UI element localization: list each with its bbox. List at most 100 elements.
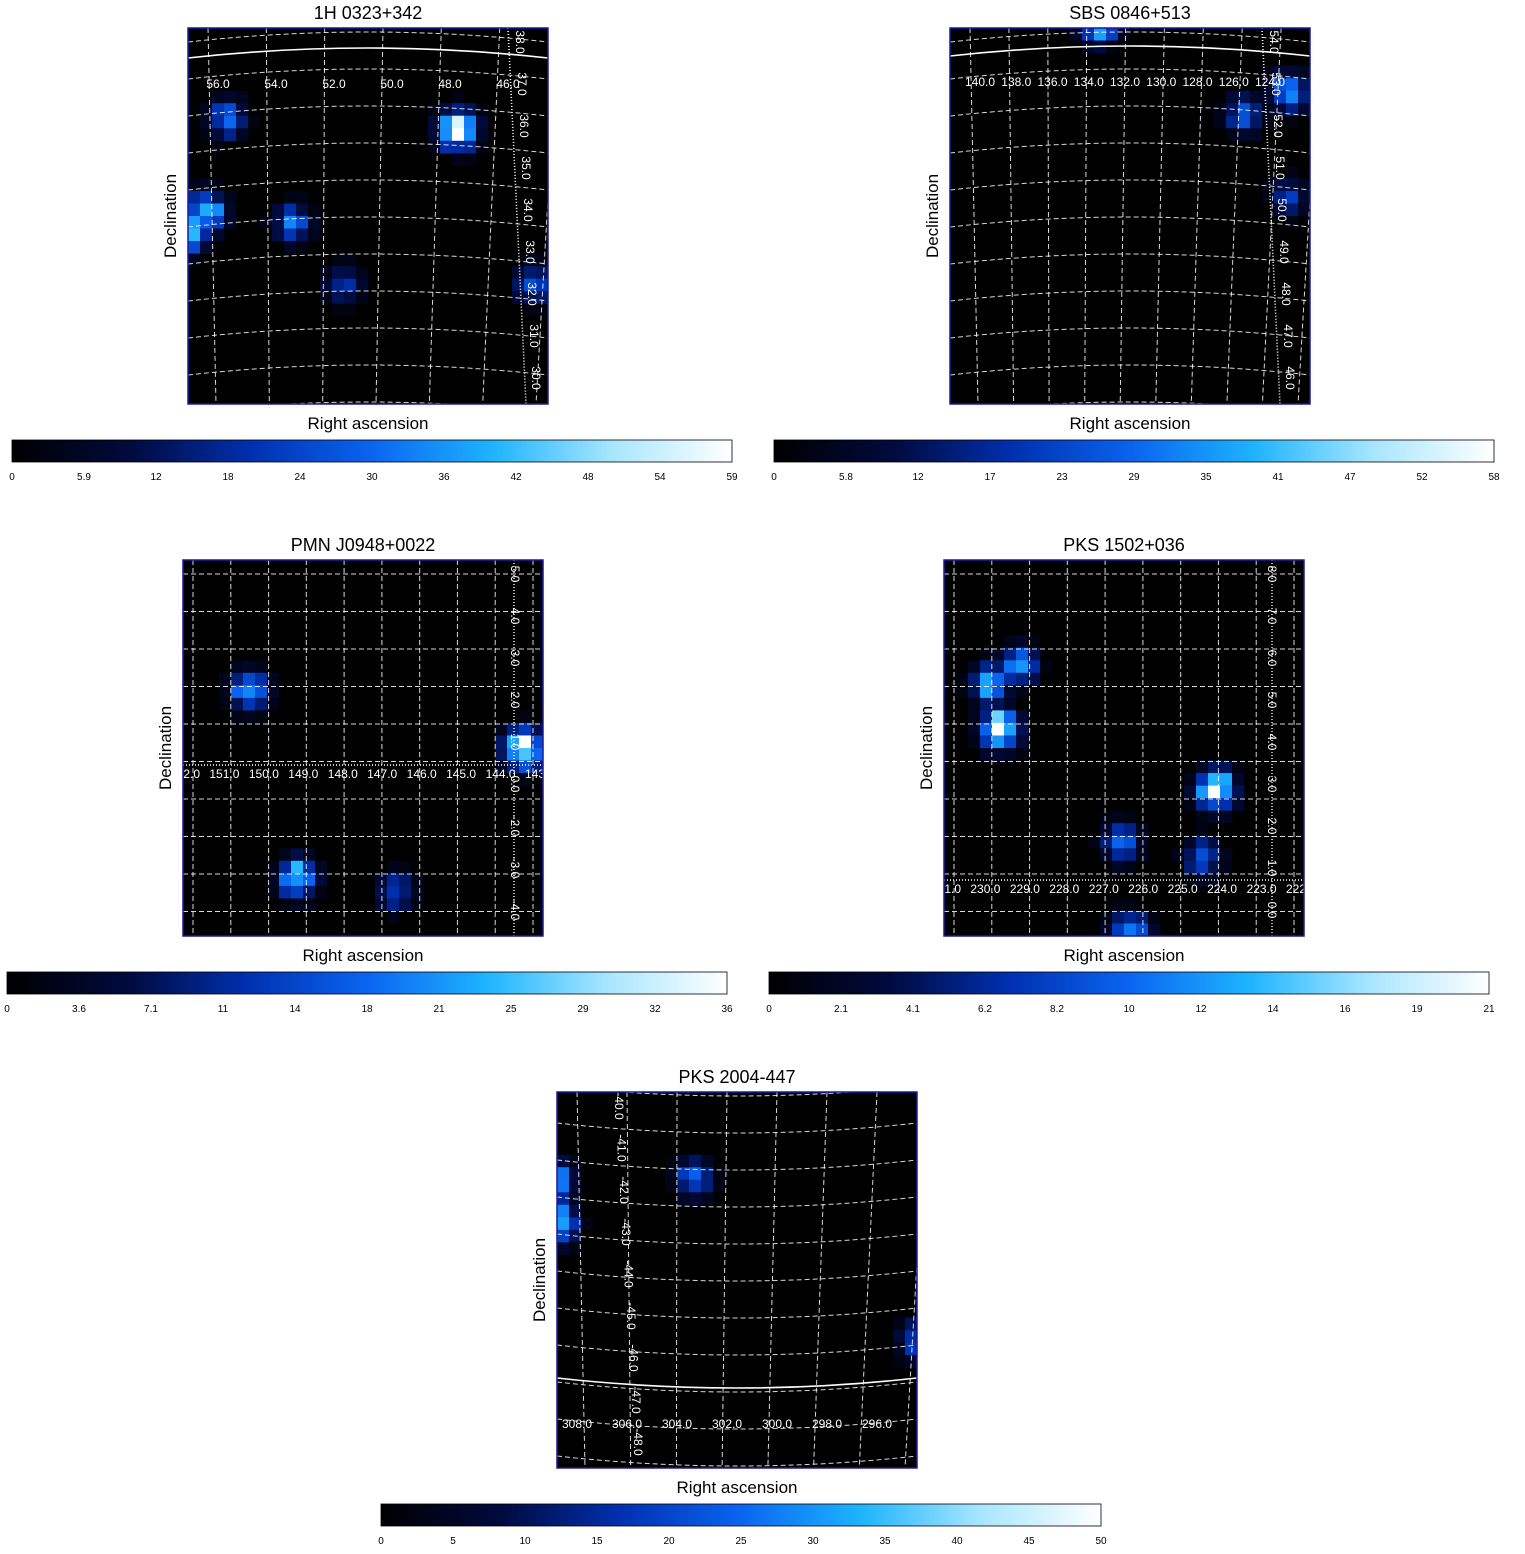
count-pixel bbox=[255, 710, 268, 724]
count-pixel bbox=[677, 1167, 690, 1181]
dec-gridline bbox=[616, 1092, 858, 1097]
count-pixel bbox=[1286, 178, 1299, 192]
count-pixel bbox=[267, 873, 280, 887]
count-pixel bbox=[1112, 810, 1125, 824]
count-pixel bbox=[200, 241, 213, 254]
dec-gridline bbox=[557, 1344, 917, 1356]
count-pixel bbox=[1220, 860, 1233, 874]
dec-tick-label: 53.0 bbox=[1269, 72, 1283, 96]
colorbar-tick-label: 0 bbox=[771, 472, 777, 483]
count-pixel bbox=[1124, 848, 1137, 862]
count-pixel bbox=[279, 898, 292, 912]
ra-tick-label: 143.0 bbox=[525, 767, 555, 781]
ra-gridline bbox=[1261, 28, 1282, 404]
count-pixel bbox=[243, 697, 256, 711]
count-pixel bbox=[255, 685, 268, 699]
count-pixel bbox=[1196, 860, 1209, 874]
ra-gridline bbox=[1297, 190, 1310, 404]
count-pixel bbox=[689, 1179, 702, 1193]
map-frame bbox=[556, 1091, 918, 1469]
count-pixel bbox=[1004, 672, 1017, 686]
dec-tick-label: 52.0 bbox=[1271, 114, 1285, 138]
count-pixel bbox=[677, 1179, 690, 1193]
dec-tick-label: 2.0 bbox=[508, 692, 522, 709]
count-pixel bbox=[296, 203, 309, 217]
ra-gridline bbox=[482, 28, 501, 404]
count-pixel bbox=[1112, 848, 1125, 862]
count-pixel bbox=[980, 697, 993, 711]
ra-tick-label: 130.0 bbox=[1146, 75, 1176, 89]
count-pixel bbox=[428, 128, 441, 142]
count-pixel bbox=[224, 203, 237, 217]
dec-gridline bbox=[950, 364, 1310, 376]
count-pixel bbox=[1274, 65, 1287, 79]
count-pixel bbox=[267, 860, 280, 874]
count-pixel bbox=[1004, 660, 1017, 674]
count-pixel bbox=[1100, 910, 1113, 924]
count-pixel bbox=[992, 685, 1005, 699]
count-pixel bbox=[411, 873, 424, 887]
count-pixel bbox=[1238, 90, 1251, 104]
dec-tick-label: 4.0 bbox=[1265, 734, 1279, 751]
count-pixel bbox=[1250, 128, 1263, 142]
count-pixel bbox=[1118, 28, 1131, 41]
dec-gridline bbox=[1039, 401, 1221, 404]
count-pixel bbox=[1214, 103, 1227, 117]
skymap-svg: PKS 2004-447 Declination 308.0 306.0 304.0 30… bbox=[378, 1067, 1107, 1547]
dec-tick-label: 0.0 bbox=[1265, 902, 1279, 919]
count-pixel bbox=[1016, 672, 1029, 686]
count-pixel bbox=[315, 873, 328, 887]
colorbar-tick-label: 3.6 bbox=[72, 1004, 86, 1015]
coordinate-grid bbox=[557, 1092, 917, 1468]
count-pixel bbox=[1184, 835, 1197, 849]
count-pixel bbox=[905, 1317, 918, 1331]
count-pixel bbox=[188, 253, 201, 267]
count-pixel bbox=[701, 1179, 714, 1193]
count-pixel bbox=[980, 647, 993, 661]
count-map-pixels bbox=[956, 635, 1245, 937]
count-pixel bbox=[1112, 898, 1125, 912]
count-pixel bbox=[1208, 785, 1221, 799]
chart-title: PKS 2004-447 bbox=[678, 1067, 795, 1087]
ra-tick-label: 48.0 bbox=[438, 77, 462, 91]
count-pixel bbox=[536, 266, 549, 279]
dec-gridline bbox=[557, 1233, 917, 1245]
colorbar-tick-label: 25 bbox=[505, 1004, 517, 1015]
count-pixel bbox=[1106, 28, 1119, 41]
count-pixel bbox=[713, 1167, 726, 1181]
dec-tick-label: -47.0 bbox=[629, 1386, 643, 1414]
colorbar-tick-label: 0 bbox=[4, 1004, 10, 1015]
count-pixel bbox=[219, 697, 232, 711]
count-pixel bbox=[1112, 823, 1125, 837]
count-pixel bbox=[1028, 672, 1041, 686]
count-pixel bbox=[557, 1242, 570, 1256]
count-pixel bbox=[344, 303, 357, 317]
dec-gridline bbox=[950, 142, 1310, 154]
count-pixel bbox=[272, 228, 285, 242]
count-pixel bbox=[1238, 128, 1251, 142]
count-pixel bbox=[284, 216, 297, 229]
count-pixel bbox=[569, 1204, 582, 1218]
count-pixel bbox=[243, 660, 256, 674]
count-pixel bbox=[536, 253, 549, 267]
count-pixel bbox=[701, 1192, 714, 1206]
count-pixel bbox=[452, 90, 465, 104]
ra-gridline bbox=[207, 28, 217, 404]
count-pixel bbox=[1004, 685, 1017, 699]
colorbar-tick-label: 12 bbox=[912, 472, 924, 483]
ra-tick-label: 231.0 bbox=[931, 882, 961, 896]
count-pixel bbox=[524, 303, 537, 317]
count-pixel bbox=[992, 748, 1005, 761]
count-pixel bbox=[1286, 65, 1299, 79]
count-map-pixels bbox=[188, 90, 549, 317]
count-pixel bbox=[224, 90, 237, 104]
coordinate-grid bbox=[188, 28, 548, 404]
colorbar-tick-label: 5.9 bbox=[77, 472, 91, 483]
dec-tick-label: 2.0 bbox=[1265, 818, 1279, 835]
count-pixel bbox=[231, 672, 244, 686]
dec-gridline bbox=[188, 364, 548, 376]
count-pixel bbox=[1016, 722, 1029, 736]
count-pixel bbox=[284, 190, 297, 204]
count-pixel bbox=[255, 697, 268, 711]
count-pixel bbox=[1286, 90, 1299, 104]
